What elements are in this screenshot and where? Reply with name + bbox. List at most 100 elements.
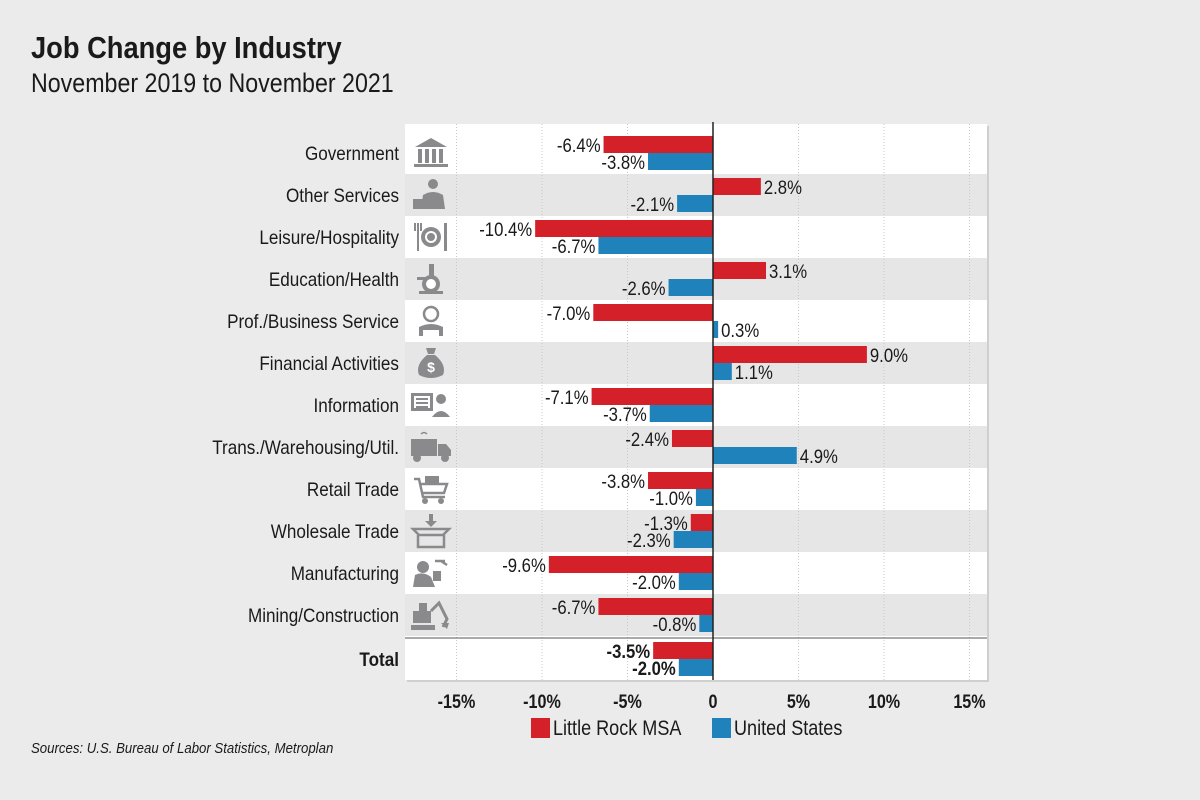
x-tick-label: 0 xyxy=(709,691,718,713)
icon-part xyxy=(419,603,427,611)
data-label: -3.7% xyxy=(603,404,647,425)
icon-part xyxy=(417,561,429,573)
data-label: -6.7% xyxy=(552,597,596,618)
category-label: Government xyxy=(305,143,399,164)
legend: Little Rock MSA United States xyxy=(531,717,843,741)
data-label: -6.4% xyxy=(557,135,601,156)
legend-swatch xyxy=(531,718,550,738)
x-tick-label: -15% xyxy=(438,691,476,713)
icon-part xyxy=(432,149,436,163)
bar-united-states xyxy=(649,405,713,422)
data-label: -2.0% xyxy=(632,572,676,593)
factory-worker-icon xyxy=(413,559,448,587)
data-label: -7.0% xyxy=(547,303,591,324)
category-label: Education/Health xyxy=(269,269,399,290)
data-label: -2.1% xyxy=(630,194,674,215)
icon-part xyxy=(422,305,440,323)
category-label: Prof./Business Service xyxy=(227,311,399,332)
data-label: 9.0% xyxy=(870,345,908,366)
data-label: -2.6% xyxy=(622,278,666,299)
x-tick-label: -5% xyxy=(613,691,642,713)
icon-part xyxy=(416,402,428,404)
bar-united-states xyxy=(678,573,713,590)
x-tick-label: 5% xyxy=(787,691,811,713)
category-label: Total xyxy=(359,649,399,670)
bar-little-rock xyxy=(713,262,767,279)
information-computer-icon xyxy=(411,393,450,417)
icon-part xyxy=(429,264,434,280)
icon-part xyxy=(426,279,436,289)
excavator-icon xyxy=(411,600,449,630)
data-label: 2.8% xyxy=(764,177,802,198)
x-tick-label: 10% xyxy=(868,691,901,713)
data-label: 4.9% xyxy=(800,446,838,467)
icon-part xyxy=(436,394,446,404)
bar-little-rock xyxy=(671,430,713,447)
bar-united-states xyxy=(678,659,713,676)
icon-part xyxy=(444,223,447,251)
data-label: -10.4% xyxy=(479,219,532,240)
source-note: Sources: U.S. Bureau of Labor Statistics… xyxy=(31,740,334,757)
icon-part xyxy=(441,623,449,629)
icon-part xyxy=(420,223,422,231)
money-bag-icon: $ xyxy=(418,348,444,378)
icon-part xyxy=(417,223,419,251)
bar-united-states xyxy=(673,531,713,548)
legend-label: United States xyxy=(734,717,843,741)
icon-part xyxy=(438,444,451,456)
bar-united-states xyxy=(598,237,713,254)
data-label: 1.1% xyxy=(735,362,773,383)
icon-part xyxy=(432,411,450,417)
icon-part xyxy=(426,348,436,354)
bar-little-rock xyxy=(603,136,713,153)
data-label: -3.5% xyxy=(607,641,651,662)
icon-part xyxy=(413,199,427,209)
delivery-truck-icon xyxy=(411,431,451,462)
category-label: Trans./Warehousing/Util. xyxy=(212,437,399,458)
bar-united-states xyxy=(713,321,719,338)
bar-little-rock xyxy=(713,346,867,363)
icon-part xyxy=(428,179,438,189)
icon-part xyxy=(439,149,443,163)
data-label: -7.1% xyxy=(545,387,589,408)
data-label: -3.8% xyxy=(601,471,645,492)
category-label: Other Services xyxy=(286,185,399,206)
bar-united-states xyxy=(695,489,713,506)
category-label: Wholesale Trade xyxy=(271,521,399,542)
data-label: -0.8% xyxy=(653,614,697,635)
bar-little-rock xyxy=(690,514,713,531)
icon-part xyxy=(438,498,444,504)
microscope-icon xyxy=(417,264,443,294)
data-label: -2.4% xyxy=(625,429,669,450)
icon-part xyxy=(419,324,443,336)
icon-part xyxy=(427,233,435,241)
category-label: Retail Trade xyxy=(307,479,399,500)
shopping-cart-icon xyxy=(414,476,449,504)
bar-little-rock xyxy=(591,388,713,405)
icon-part xyxy=(413,611,431,623)
icon-part xyxy=(411,439,437,456)
legend-label: Little Rock MSA xyxy=(553,717,682,741)
data-label: 0.3% xyxy=(721,320,759,341)
data-label: -2.0% xyxy=(632,658,676,679)
chart-subtitle: November 2019 to November 2021 xyxy=(31,68,394,98)
bar-little-rock xyxy=(535,220,713,237)
bar-united-states xyxy=(699,615,713,632)
icon-part xyxy=(419,291,443,294)
icon-part xyxy=(435,559,448,567)
bar-little-rock xyxy=(713,178,761,195)
bar-little-rock xyxy=(548,556,713,573)
icon-part xyxy=(422,498,428,504)
icon-part xyxy=(414,164,448,167)
bar-united-states xyxy=(713,363,732,380)
icon-part xyxy=(441,454,449,462)
bar-united-states xyxy=(648,153,713,170)
government-building-icon xyxy=(414,138,448,167)
category-label: Manufacturing xyxy=(291,563,399,584)
icons: $ xyxy=(409,138,453,630)
legend-swatch xyxy=(712,718,731,738)
data-label: -2.3% xyxy=(627,530,671,551)
icon-part: $ xyxy=(427,359,435,375)
